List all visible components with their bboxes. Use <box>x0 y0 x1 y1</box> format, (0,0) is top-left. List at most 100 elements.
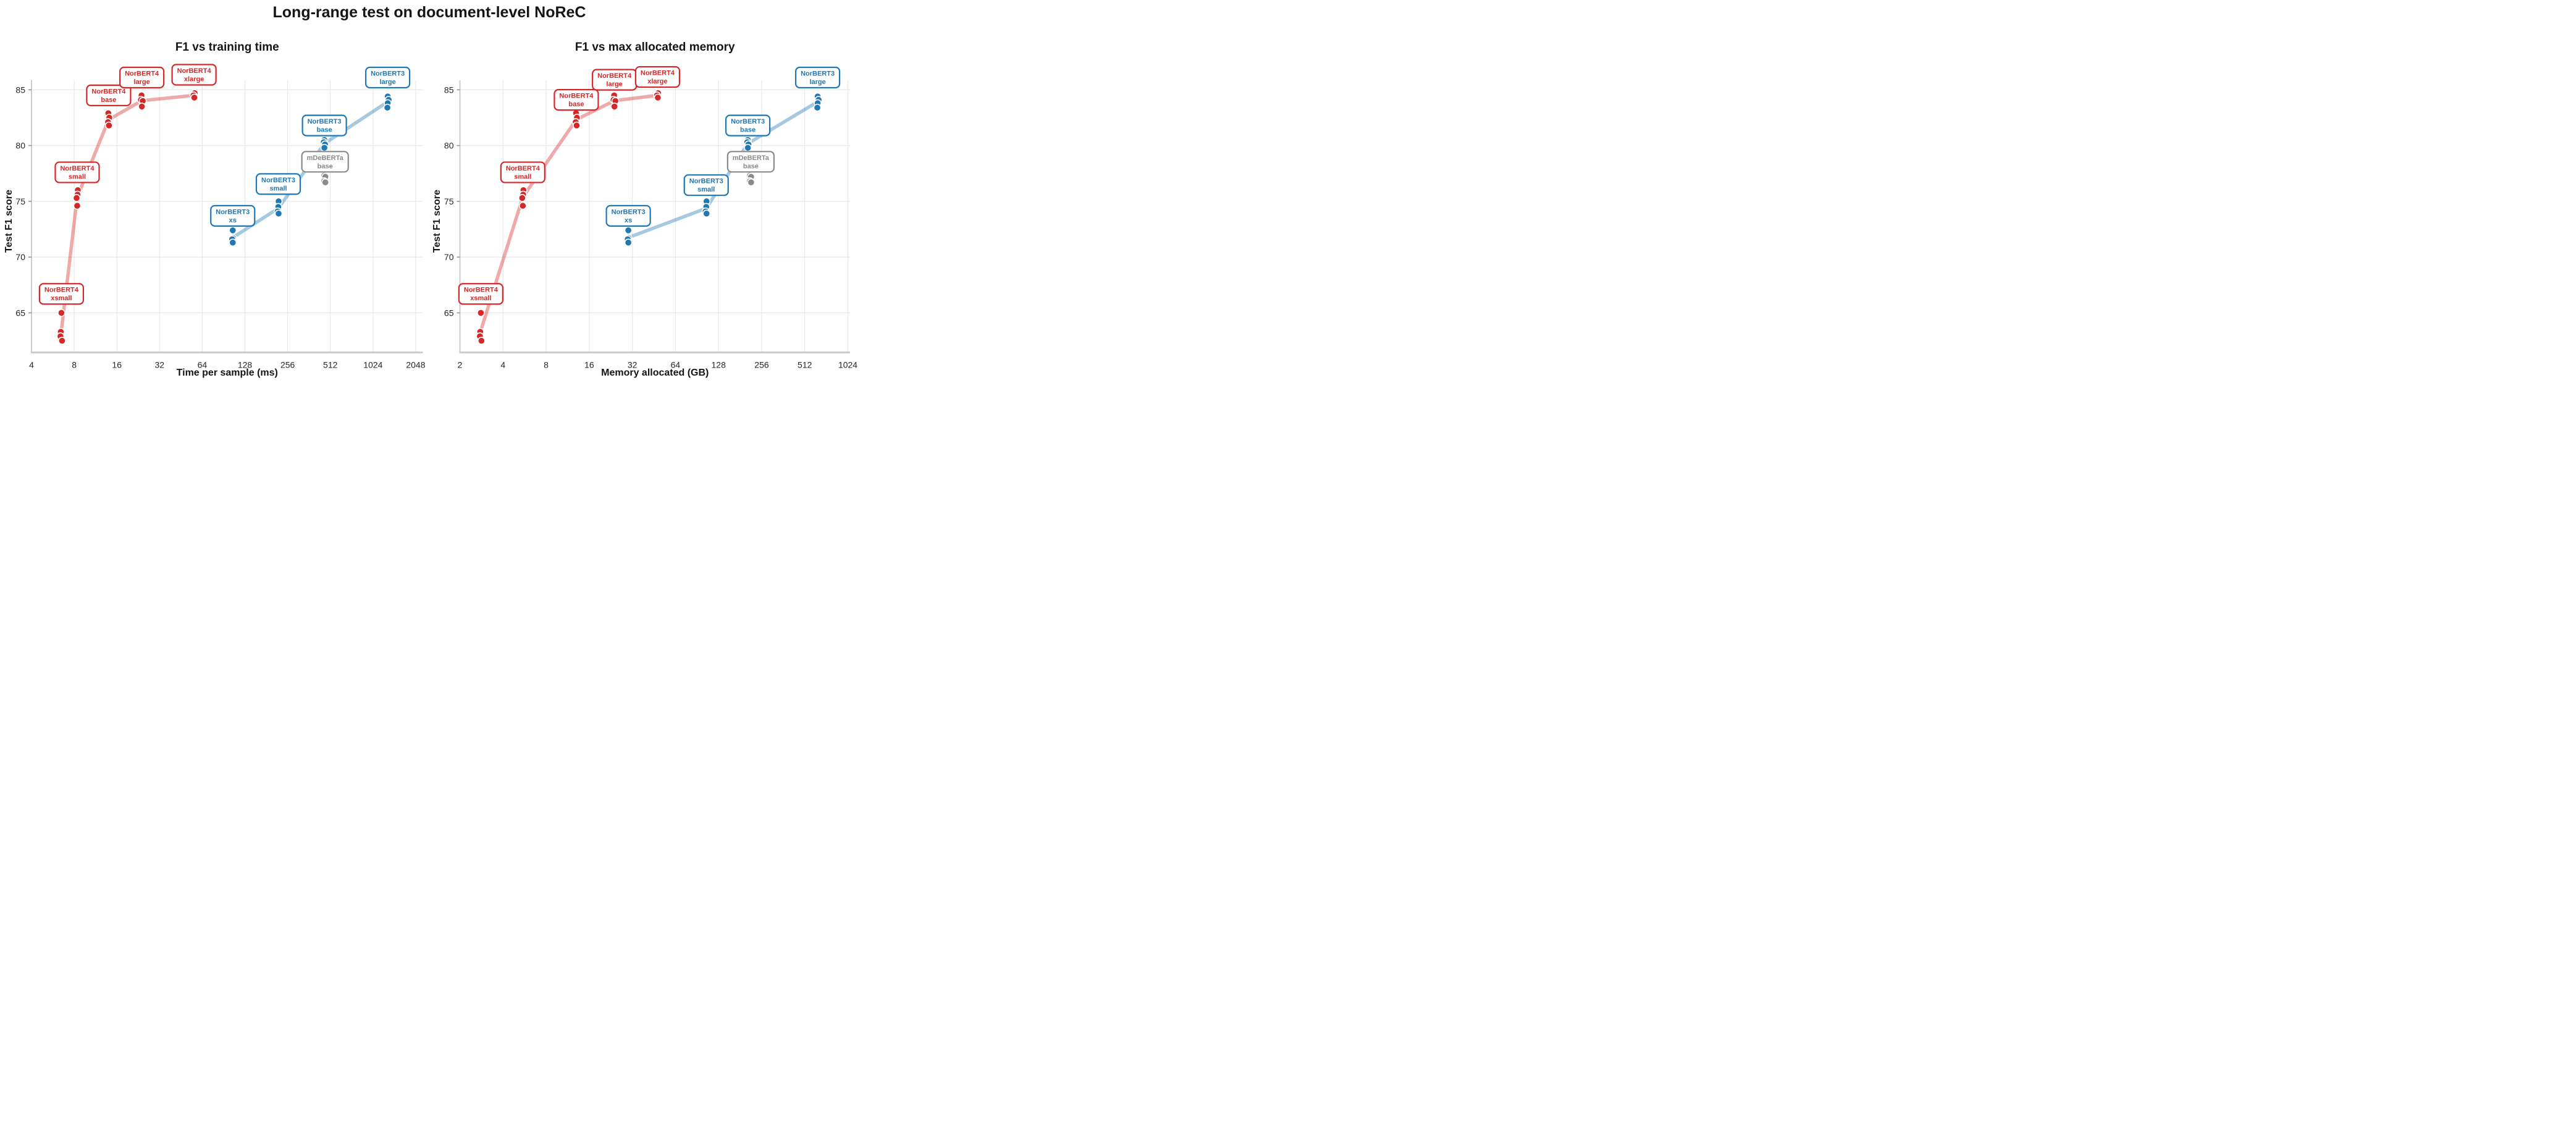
model-label-norbert3-base: NorBERT3 base <box>301 114 347 137</box>
subplot-title-time: F1 vs training time <box>175 41 279 54</box>
x-tick-label: 32 <box>628 360 638 370</box>
data-point-norbert4-xlarge <box>654 93 662 102</box>
x-tick-label: 128 <box>238 360 253 370</box>
model-label-line1: NorBERT4 <box>44 287 79 294</box>
data-point-norbert3-xs <box>229 238 237 247</box>
model-label-box <box>726 151 775 173</box>
model-label-line1: NorBERT4 <box>91 88 126 95</box>
data-point-norbert3-small <box>702 209 711 218</box>
x-tick-label: 256 <box>280 360 295 370</box>
x-tick-label: 32 <box>155 360 165 370</box>
x-axis-label-memory: Memory allocated (GB) <box>601 368 709 378</box>
model-label-line2: small <box>514 173 531 180</box>
model-label-line1: NorBERT4 <box>597 72 632 80</box>
x-tick-label: 8 <box>72 360 77 370</box>
y-tick-label: 80 <box>15 141 25 151</box>
series-line-NorBERT3 <box>626 100 820 240</box>
model-label-line2: xsmall <box>51 295 72 302</box>
data-point-norbert3-xs <box>624 238 633 247</box>
model-label-line2: large <box>379 78 395 86</box>
model-label-line1: NorBERT4 <box>177 67 212 75</box>
model-label-line2: xlarge <box>184 75 204 83</box>
x-tick-label: 64 <box>671 360 681 370</box>
model-label-line1: NorBERT4 <box>60 165 95 172</box>
model-label-line1: NorBERT4 <box>559 93 594 100</box>
model-label-line1: NorBERT4 <box>641 70 675 77</box>
subplot-time: 65 70 75 80 85 4 8 16 32 64 128 256 512 1024 2048 NorBE… <box>15 64 426 370</box>
x-tick-label: 4 <box>500 360 505 370</box>
y-tick-label: 80 <box>444 141 454 151</box>
x-tick-label: 16 <box>584 360 594 370</box>
x-tick-label: 256 <box>754 360 769 370</box>
x-tick-label: 128 <box>712 360 726 370</box>
data-point-mdeberta-base <box>321 178 330 187</box>
model-label-line1: NorBERT3 <box>731 118 765 125</box>
y-tick-label: 65 <box>15 308 25 318</box>
model-label-box <box>365 66 411 89</box>
model-label-line1: NorBERT3 <box>216 208 250 216</box>
model-label-line1: NorBERT3 <box>261 177 295 184</box>
model-label-box <box>683 174 729 196</box>
model-label-line2: base <box>101 96 116 104</box>
figure-title: Long-range test on document-level NoReC <box>272 4 586 21</box>
series-line-NorBERT3 <box>231 100 390 240</box>
x-tick-label: 1024 <box>838 360 857 370</box>
model-label-box <box>605 204 651 227</box>
model-label-line1: NorBERT3 <box>801 70 835 77</box>
model-label-line2: small <box>69 173 86 180</box>
model-label-box <box>54 161 100 183</box>
x-tick-label: 4 <box>29 360 34 370</box>
model-label-box <box>86 84 132 106</box>
x-tick-label: 1024 <box>363 360 382 370</box>
figure: Long-range test on document-level NoReC … <box>0 0 859 382</box>
model-label-box <box>301 114 347 137</box>
x-tick-label: 16 <box>112 360 122 370</box>
data-point-norbert4-xsmall <box>476 309 485 317</box>
x-tick-label: 8 <box>544 360 549 370</box>
chart-canvas: 65 70 75 80 85 4 8 16 32 64 128 256 512 1024 2048 NorBE… <box>15 64 857 370</box>
model-label-line2: xs <box>625 217 632 224</box>
y-tick-label: 70 <box>15 252 25 262</box>
data-point-norbert3-large <box>383 103 392 112</box>
model-label-line2: large <box>809 78 825 86</box>
model-label-line2: xsmall <box>470 295 491 302</box>
y-tick-label: 85 <box>15 85 25 95</box>
model-label-line2: large <box>133 78 149 86</box>
model-label-line2: base <box>568 101 584 108</box>
subplot-memory: 65 70 75 80 85 2 4 8 16 32 64 128 256 512 1024 NorBERT4… <box>444 65 857 370</box>
model-label-line2: xs <box>229 217 237 224</box>
data-point-norbert3-base <box>744 143 752 152</box>
model-label-line2: xlarge <box>647 78 667 85</box>
model-label-box <box>634 65 681 88</box>
data-point-norbert3-large <box>813 103 822 112</box>
model-label-box <box>458 283 503 305</box>
data-point-norbert3-xs <box>624 226 633 235</box>
model-label-box <box>119 66 165 89</box>
data-point-norbert4-large <box>610 103 619 111</box>
model-label-line1: mDeBERTa <box>733 154 770 162</box>
model-label-line2: base <box>317 127 332 134</box>
data-point-norbert4-large <box>138 103 146 111</box>
data-point-norbert4-small <box>518 194 526 202</box>
data-point-norbert4-xsmall <box>57 309 65 317</box>
model-label-line1: NorBERT3 <box>308 118 342 125</box>
data-point-norbert4-xsmall <box>58 337 66 345</box>
y-tick-label: 70 <box>444 252 454 262</box>
data-point-norbert3-base <box>320 143 329 152</box>
model-label-box <box>500 161 545 183</box>
data-point-norbert4-xlarge <box>190 93 199 102</box>
model-label-box <box>554 88 599 111</box>
